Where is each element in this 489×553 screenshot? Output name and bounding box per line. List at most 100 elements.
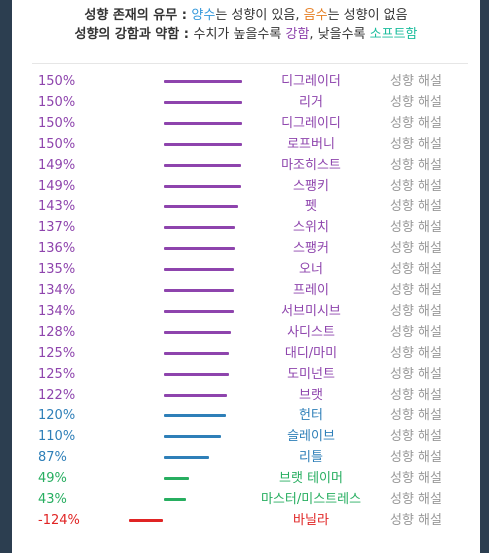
trait-explain-link[interactable]: 성향 해설: [390, 220, 442, 236]
trait-bar: [164, 372, 229, 376]
trait-row: 125% 도미넌트 성향 해설: [12, 365, 480, 386]
trait-name: 펫: [305, 199, 317, 215]
legend-existence-suffix: 는 성향이 없음: [327, 8, 408, 23]
trait-row: 150% 로프버니 성향 해설: [12, 135, 480, 156]
trait-explain-link[interactable]: 성향 해설: [390, 199, 442, 215]
trait-row: 150% 리거 성향 해설: [12, 93, 480, 114]
trait-explain-link[interactable]: 성향 해설: [390, 262, 442, 278]
trait-percent: 143%: [38, 199, 76, 215]
trait-name: 스팽커: [293, 241, 329, 257]
trait-row: 49% 브랫 테이머 성향 해설: [12, 469, 480, 490]
trait-bar: [164, 205, 239, 209]
trait-bar: [164, 393, 228, 397]
trait-explain-link[interactable]: 성향 해설: [390, 366, 442, 382]
legend-existence-prefix: 성향 존재의 유무 :: [84, 8, 192, 23]
trait-row: 135% 오너 성향 해설: [12, 260, 480, 281]
trait-explain-link[interactable]: 성향 해설: [390, 94, 442, 110]
trait-explain-link[interactable]: 성향 해설: [390, 492, 442, 507]
trait-bar: [164, 414, 227, 418]
trait-name: 리틀: [299, 450, 323, 466]
trait-name: 디그레이더: [281, 74, 341, 89]
trait-name: 슬레이브: [287, 429, 335, 445]
legend-existence-mid: 는 성향이 있음,: [215, 8, 304, 23]
trait-explain-link[interactable]: 성향 해설: [390, 450, 442, 466]
trait-row: 149% 마조히스트 성향 해설: [12, 156, 480, 177]
trait-name: 프레이: [293, 283, 329, 298]
trait-name: 로프버니: [287, 136, 335, 152]
trait-percent: 136%: [38, 241, 76, 257]
trait-explain-link[interactable]: 성향 해설: [390, 303, 442, 319]
trait-percent: 134%: [38, 283, 76, 298]
trait-row: 110% 슬레이브 성향 해설: [12, 427, 480, 448]
trait-name: 마조히스트: [281, 157, 341, 173]
trait-name: 바닐라: [293, 512, 329, 528]
trait-percent: 137%: [38, 220, 76, 236]
legend-header: 성향 존재의 유무 : 양수는 성향이 있음, 음수는 성향이 없음 성향의 강…: [12, 6, 480, 44]
trait-row: 43% 마스터/미스트레스 성향 해설: [12, 490, 480, 511]
trait-bar: [164, 80, 242, 83]
trait-name: 도미넌트: [287, 366, 335, 382]
trait-explain-link[interactable]: 성향 해설: [390, 178, 442, 194]
legend-line-strength: 성향의 강함과 약함 : 수치가 높을수록 강함, 낮을수록 소프트함: [12, 25, 480, 44]
trait-explain-link[interactable]: 성향 해설: [390, 115, 442, 131]
trait-explain-link[interactable]: 성향 해설: [390, 387, 442, 403]
trait-explain-link[interactable]: 성향 해설: [390, 429, 442, 445]
trait-explain-link[interactable]: 성향 해설: [390, 157, 442, 173]
legend-positive: 양수: [191, 8, 216, 23]
trait-name: 브랫 테이머: [279, 471, 343, 487]
trait-row: 134% 서브미시브 성향 해설: [12, 302, 480, 323]
trait-row: 149% 스팽키 성향 해설: [12, 177, 480, 198]
trait-bar: [164, 247, 235, 251]
trait-percent: 150%: [38, 115, 76, 131]
trait-explain-link[interactable]: 성향 해설: [390, 283, 442, 298]
trait-explain-link[interactable]: 성향 해설: [390, 241, 442, 257]
trait-explain-link[interactable]: 성향 해설: [390, 512, 442, 528]
result-panel: 성향 존재의 유무 : 양수는 성향이 있음, 음수는 성향이 없음 성향의 강…: [12, 0, 480, 553]
trait-percent: 125%: [38, 345, 76, 361]
trait-bar: [164, 435, 222, 439]
trait-bar: [164, 351, 229, 355]
trait-row: 120% 헌터 성향 해설: [12, 406, 480, 427]
trait-percent: 149%: [38, 157, 76, 173]
trait-percent: 125%: [38, 366, 76, 382]
trait-bar: [164, 184, 242, 188]
trait-row: 143% 펫 성향 해설: [12, 197, 480, 218]
trait-percent: 43%: [38, 492, 67, 507]
trait-percent: 110%: [38, 429, 76, 445]
trait-percent: 134%: [38, 303, 76, 319]
trait-percent: -124%: [38, 512, 80, 528]
trait-name: 스위치: [293, 220, 329, 236]
trait-percent: 122%: [38, 387, 76, 403]
trait-percent: 135%: [38, 262, 76, 278]
legend-strength-sep: , 낮을수록: [309, 27, 370, 42]
trait-explain-link[interactable]: 성향 해설: [390, 324, 442, 340]
trait-explain-link[interactable]: 성향 해설: [390, 74, 442, 89]
legend-strength-prefix: 성향의 강함과 약함 :: [74, 27, 194, 42]
trait-percent: 149%: [38, 178, 76, 194]
trait-bar: [164, 100, 242, 104]
trait-bar: [164, 268, 235, 272]
trait-row: 125% 대디/마미 성향 해설: [12, 344, 480, 365]
legend-strength-mid: 수치가 높을수록: [193, 27, 286, 42]
header-divider: [32, 63, 468, 64]
trait-explain-link[interactable]: 성향 해설: [390, 471, 442, 487]
legend-line-existence: 성향 존재의 유무 : 양수는 성향이 있음, 음수는 성향이 없음: [12, 6, 480, 25]
trait-row: 137% 스위치 성향 해설: [12, 218, 480, 239]
trait-name: 오너: [299, 262, 323, 278]
trait-bar: [164, 142, 242, 146]
trait-bar: [164, 456, 210, 460]
trait-bar: [164, 226, 236, 230]
trait-row: 122% 브랫 성향 해설: [12, 386, 480, 407]
trait-explain-link[interactable]: 성향 해설: [390, 136, 442, 152]
trait-bar: [164, 309, 234, 313]
trait-bar: [164, 477, 190, 481]
trait-row: 150% 디그레이디 성향 해설: [12, 114, 480, 135]
trait-explain-link[interactable]: 성향 해설: [390, 408, 442, 424]
trait-explain-link[interactable]: 성향 해설: [390, 345, 442, 361]
trait-percent: 128%: [38, 324, 76, 340]
trait-percent: 150%: [38, 136, 76, 152]
trait-percent: 49%: [38, 471, 67, 487]
trait-percent: 150%: [38, 94, 76, 110]
trait-bar: [164, 121, 242, 125]
trait-name: 스팽키: [293, 178, 329, 194]
